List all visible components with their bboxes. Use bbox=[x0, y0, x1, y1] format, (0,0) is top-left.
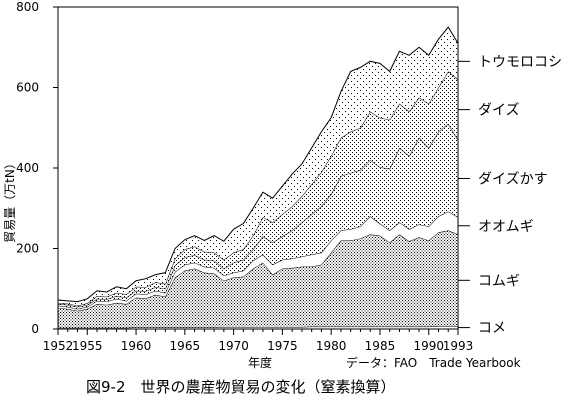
area-series-1 bbox=[58, 230, 458, 328]
y-axis-title: 貿易量（万tN） bbox=[3, 157, 17, 243]
series-label-4: ダイズ bbox=[478, 103, 520, 119]
x-tick-label: 1970 bbox=[218, 339, 249, 353]
x-tick-label: 1990 bbox=[413, 339, 444, 353]
series-labels: コメ コムギ オオムギ ダイズかす ダイズ トウモロコシ bbox=[458, 54, 562, 337]
y-axis: 0 200 400 600 800 bbox=[16, 0, 58, 336]
series-line-5 bbox=[57, 26, 459, 303]
x-tick-label: 1955 bbox=[72, 339, 103, 353]
source-label: データ：FAO Trade Yearbook bbox=[346, 355, 521, 370]
series-label-0: コメ bbox=[478, 321, 506, 337]
series-label-3: ダイズかす bbox=[478, 171, 548, 187]
x-tick-label: 1993 bbox=[443, 339, 474, 353]
x-tick-label: 1952 bbox=[43, 339, 74, 353]
series-label-1: コムギ bbox=[478, 273, 520, 289]
area-series-2 bbox=[58, 211, 458, 311]
area-series-4 bbox=[58, 71, 458, 307]
x-tick-label: 1960 bbox=[121, 339, 152, 353]
series-areas bbox=[57, 26, 459, 329]
x-tick-label: 1965 bbox=[170, 339, 201, 353]
series-label-2: オオムギ bbox=[478, 219, 534, 235]
y-tick-label: 200 bbox=[16, 242, 39, 256]
figure-caption: 図9-2 世界の農産物貿易の変化（窒素換算） bbox=[86, 378, 396, 396]
series-label-5: トウモロコシ bbox=[478, 54, 562, 70]
x-tick-label: 1975 bbox=[267, 339, 298, 353]
area-series-5 bbox=[58, 27, 458, 306]
area-series-3 bbox=[58, 123, 458, 309]
x-tick-label: 1985 bbox=[365, 339, 396, 353]
y-tick-label: 800 bbox=[16, 0, 39, 14]
y-tick-label: 400 bbox=[16, 161, 39, 175]
x-tick-label: 1980 bbox=[316, 339, 347, 353]
y-tick-label: 600 bbox=[16, 81, 39, 95]
x-axis-title: 年度 bbox=[248, 355, 272, 370]
y-tick-label: 0 bbox=[31, 322, 39, 336]
